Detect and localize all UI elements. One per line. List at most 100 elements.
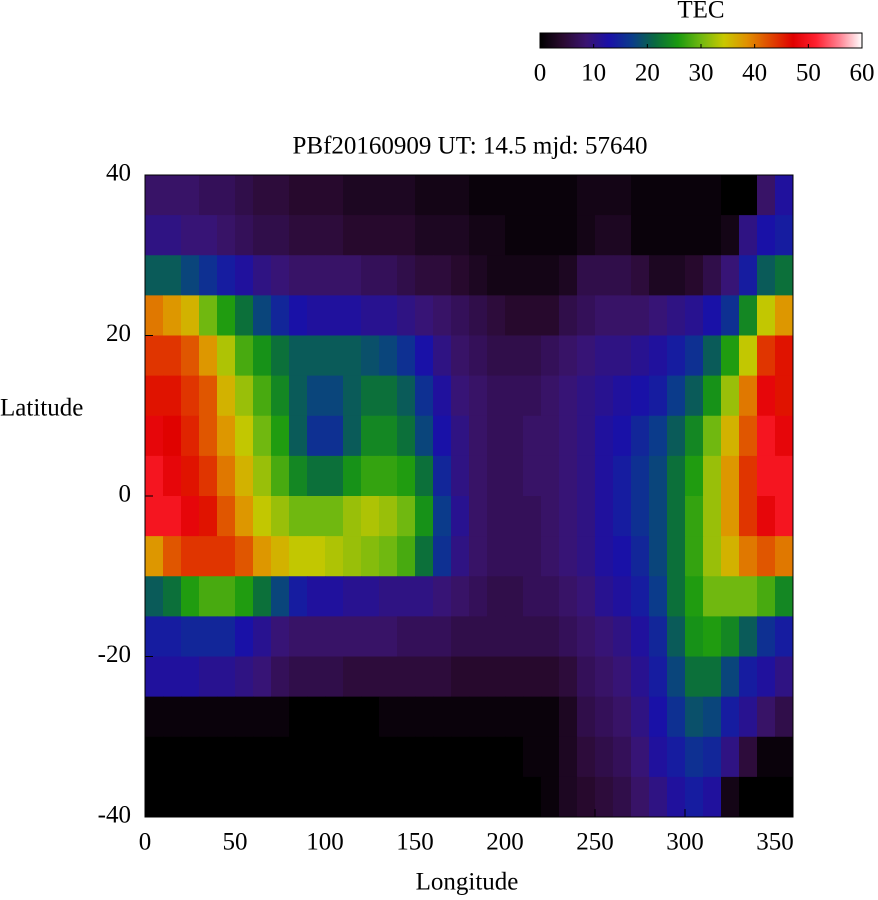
heat-cell [559, 455, 578, 497]
heat-cell [415, 375, 434, 417]
heat-cell [415, 776, 434, 818]
heat-cell [361, 255, 380, 296]
heat-cell [613, 616, 632, 657]
heat-cell [685, 295, 704, 336]
heat-cell [163, 295, 182, 336]
heat-cell [199, 656, 218, 698]
heat-cell [667, 255, 686, 296]
heat-cell [289, 616, 308, 657]
heat-cell [181, 496, 200, 537]
heat-cell [217, 175, 236, 216]
heat-cell [469, 215, 488, 256]
heat-cell [451, 215, 470, 256]
heat-cell [757, 375, 776, 417]
heat-cell [253, 776, 272, 818]
heat-cell [235, 776, 254, 818]
heat-cell [415, 455, 434, 497]
heat-cell [487, 496, 506, 537]
heat-cell [595, 656, 614, 698]
heat-cell [415, 736, 434, 778]
heat-cell [181, 776, 200, 818]
heat-cell [451, 375, 470, 417]
heat-cell [469, 295, 488, 336]
heat-cell [199, 415, 218, 457]
heat-cell [523, 215, 542, 256]
heat-cell [379, 536, 398, 577]
heat-cell [217, 215, 236, 256]
heat-cell [523, 295, 542, 336]
heat-cell [379, 455, 398, 497]
heat-cell [613, 536, 632, 577]
heat-cell [703, 616, 722, 657]
heat-cell [667, 776, 686, 818]
heat-cell [649, 696, 668, 738]
heat-cell [343, 616, 362, 657]
heat-cell [163, 215, 182, 256]
heat-cell [361, 776, 380, 818]
heat-cell [397, 415, 416, 457]
heat-cell [163, 736, 182, 778]
heat-cell [505, 295, 524, 336]
heat-cell [541, 295, 560, 336]
heat-cell [649, 656, 668, 698]
heat-cell [757, 295, 776, 336]
heat-cell [559, 736, 578, 778]
heat-cell [721, 375, 740, 417]
heat-cell [577, 335, 596, 377]
colorbar-tick-label: 20 [635, 60, 660, 87]
heat-cell [217, 656, 236, 698]
heat-cell [163, 175, 182, 216]
heat-cell [541, 616, 560, 657]
heat-cell [289, 576, 308, 617]
colorbar-tick-label: 40 [742, 60, 767, 87]
heat-cell [235, 736, 254, 778]
heat-cell [253, 576, 272, 617]
heat-cell [433, 576, 452, 617]
heat-cell [685, 576, 704, 617]
heat-cell [505, 375, 524, 417]
heat-cell [487, 736, 506, 778]
y-tick-label: 0 [119, 481, 132, 508]
heat-cell [487, 335, 506, 377]
heat-cell [541, 776, 560, 818]
heat-cell [487, 616, 506, 657]
heat-cell [721, 656, 740, 698]
heat-cell [523, 696, 542, 738]
heat-cell [775, 696, 794, 738]
heat-cell [757, 576, 776, 617]
heat-cell [775, 335, 794, 377]
heat-cell [685, 415, 704, 457]
heat-cell [577, 295, 596, 336]
heat-cell [685, 536, 704, 577]
heat-cell [685, 776, 704, 818]
heat-cell [505, 215, 524, 256]
heat-cell [595, 335, 614, 377]
heat-cell [181, 335, 200, 377]
heat-cell [559, 536, 578, 577]
heat-cell [613, 496, 632, 537]
colorbar-tick-label: 30 [689, 60, 714, 87]
heat-cell [775, 736, 794, 778]
heat-cell [721, 776, 740, 818]
heat-cell [271, 175, 290, 216]
heat-cell [685, 496, 704, 537]
heat-cell [469, 656, 488, 698]
colorbar-tick-label: 0 [534, 60, 547, 87]
x-tick-label: 350 [756, 829, 794, 856]
heat-cell [181, 455, 200, 497]
heat-cell [559, 656, 578, 698]
heat-cell [307, 175, 326, 216]
heat-cell [307, 736, 326, 778]
heat-cell [577, 415, 596, 457]
heat-cell [667, 496, 686, 537]
heat-cell [271, 335, 290, 377]
heat-cell [397, 335, 416, 377]
heat-cell [775, 776, 794, 818]
heat-cell [217, 616, 236, 657]
heat-cell [595, 215, 614, 256]
heat-cell [415, 335, 434, 377]
heat-cell [523, 576, 542, 617]
heat-cell [397, 496, 416, 537]
heat-cell [631, 255, 650, 296]
heat-cell [325, 215, 344, 256]
